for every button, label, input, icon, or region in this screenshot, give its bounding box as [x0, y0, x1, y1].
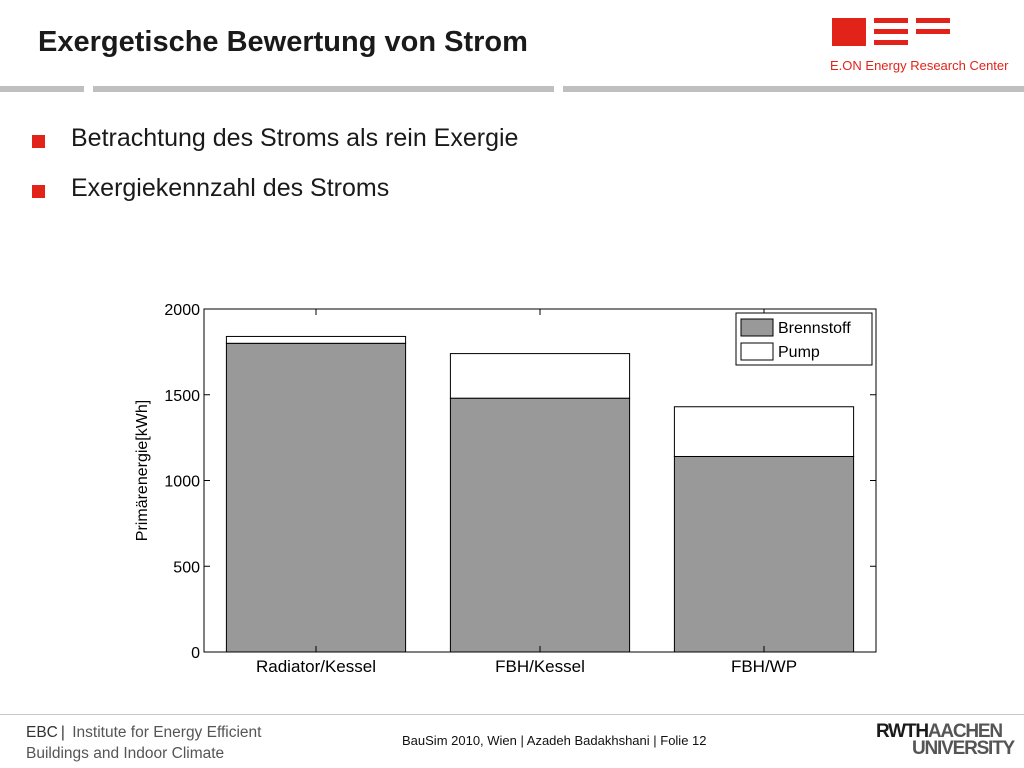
y-tick-label: 2000	[164, 302, 200, 319]
y-axis-label: Primärenergie[kWh]	[134, 400, 151, 541]
rwth-logo: RWTHAACHEN UNIVERSITY	[876, 721, 1015, 761]
rwth-university: UNIVERSITY	[912, 738, 1015, 759]
ebc-label: EBC	[26, 724, 58, 741]
bar-brennstoff	[225, 342, 407, 653]
rwth-bold: RWTH	[876, 721, 929, 742]
institute-line-1: Institute for Energy Efficient	[72, 724, 262, 741]
institute-logo: EBC | Institute for Energy Efficient Buil…	[26, 724, 262, 762]
bullet-square-icon	[32, 135, 45, 148]
x-tick-label: FBH/WP	[731, 657, 797, 676]
header-divider-segment	[563, 86, 1024, 92]
y-tick-label: 1500	[164, 388, 200, 405]
bar-pump	[225, 335, 407, 344]
y-tick-label: 500	[173, 559, 200, 576]
bar-pump	[449, 353, 631, 399]
legend-swatch-brennstoff	[740, 318, 774, 337]
bar-brennstoff	[449, 397, 631, 653]
stacked-bar-chart: Radiator/Kessel FBH/Kessel FBH/WP 0 500 1000 1…	[134, 302, 877, 676]
rwth-aachen: AACHEN	[927, 721, 1003, 742]
y-tick-label: 1000	[164, 474, 200, 491]
x-tick-label: FBH/Kessel	[495, 657, 585, 676]
x-tick-label: Radiator/Kessel	[256, 657, 376, 676]
footer-citation: BauSim 2010, Wien | Azadeh Badakhshani |…	[402, 733, 707, 748]
bar-brennstoff	[673, 455, 855, 653]
eon-logo: E.ON Energy Research Center	[828, 16, 1008, 76]
eon-text: E.ON Energy Research Center	[830, 58, 1009, 73]
legend-label: Pump	[778, 344, 820, 361]
header-divider-segment	[0, 86, 84, 92]
legend-label: Brennstoff	[778, 320, 851, 337]
bullet-square-icon	[32, 185, 45, 198]
bullet-text: Betrachtung des Stroms als rein Exergie	[71, 124, 519, 152]
legend-swatch-pump	[740, 342, 774, 361]
slide-title: Exergetische Bewertung von Strom	[38, 26, 528, 58]
bar-pump	[673, 406, 855, 457]
bullet-text: Exergiekennzahl des Stroms	[71, 174, 390, 202]
footer-divider	[0, 714, 1024, 715]
eon-mark-icon	[832, 18, 950, 46]
header-divider-segment	[93, 86, 554, 92]
institute-line-2: Buildings and Indoor Climate	[26, 745, 225, 762]
y-tick-label: 0	[191, 645, 200, 662]
